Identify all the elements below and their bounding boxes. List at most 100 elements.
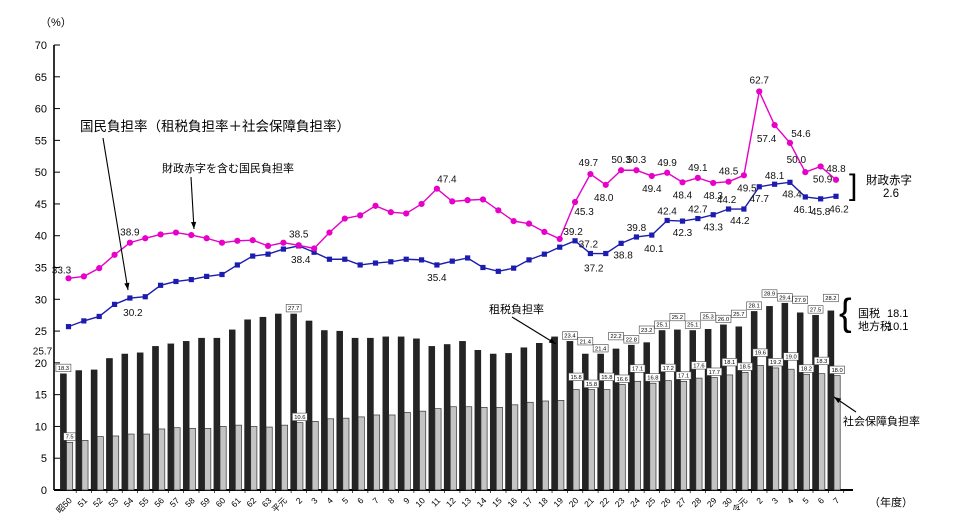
circle-marker	[80, 273, 87, 280]
point-label: 40.1	[644, 244, 664, 255]
square-marker	[357, 262, 363, 268]
value-box-label: 27.5	[810, 307, 821, 313]
value-box-label: 26.0	[718, 317, 729, 323]
social-bar	[649, 382, 657, 491]
social-bar	[403, 412, 411, 491]
tax-bar	[75, 370, 83, 491]
square-marker	[280, 246, 286, 252]
value-box	[715, 314, 732, 324]
y-tick-label: 10	[35, 421, 47, 433]
circle-marker	[280, 239, 287, 246]
y-tick-label: 50	[35, 167, 47, 179]
value-box-label: 18.0	[831, 368, 842, 374]
square-marker	[142, 294, 148, 300]
national-tax-value: 18.1	[887, 308, 908, 320]
value-box	[63, 432, 76, 441]
square-marker	[158, 282, 164, 288]
social-bar	[311, 420, 319, 491]
tax-bar	[704, 329, 712, 491]
square-marker	[188, 276, 194, 283]
x-axis-unit-label: （年度）	[869, 495, 913, 509]
tax-bar	[244, 319, 251, 491]
square-marker	[818, 196, 824, 202]
value-box-label: 15.8	[586, 382, 597, 388]
circle-marker	[556, 235, 563, 242]
y-tick-label: 15	[35, 390, 47, 402]
square-marker	[311, 249, 317, 255]
square-marker	[403, 256, 409, 262]
value-box-label: 25.1	[687, 323, 698, 329]
circle-marker	[694, 174, 701, 181]
social-bar	[188, 427, 196, 491]
x-category-label: 14	[475, 495, 489, 509]
square-marker	[649, 232, 655, 238]
value-box-label: 25.7	[733, 312, 744, 318]
square-marker	[449, 258, 455, 264]
x-category-label: 59	[198, 495, 212, 509]
circle-marker	[295, 242, 302, 249]
x-category-label: 平元	[270, 495, 289, 514]
circle-marker	[65, 275, 72, 282]
social-bar	[388, 414, 396, 491]
deficit-included-annotation-arrow	[190, 176, 197, 230]
x-category-label: 53	[106, 495, 120, 509]
value-box-label: 16.6	[617, 377, 628, 383]
point-label: 48.8	[826, 164, 846, 175]
social-bar	[741, 372, 749, 491]
value-box-label: 19.2	[770, 360, 781, 366]
x-category-label: 60	[214, 495, 228, 509]
social-burden-annotation-label: 社会保障負担率	[843, 414, 920, 428]
value-box	[721, 358, 738, 367]
value-box-label: 19.0	[785, 355, 796, 361]
social-bar	[818, 373, 826, 491]
square-marker	[388, 259, 394, 265]
circle-marker	[387, 209, 394, 216]
value-box	[829, 365, 845, 374]
x-category-label: 4	[785, 495, 796, 506]
square-marker	[265, 251, 271, 257]
value-box	[608, 332, 624, 341]
point-label: 57.4	[757, 134, 777, 145]
y-tick-label: 35	[35, 263, 47, 275]
point-label: 39.8	[627, 223, 647, 234]
tax-bar	[136, 352, 144, 491]
value-box-label: 10.6	[294, 415, 305, 421]
social-bar	[756, 365, 764, 491]
value-box-label: 18.3	[58, 366, 69, 372]
point-label: 38.8	[613, 250, 633, 261]
circle-marker	[771, 122, 778, 129]
x-category-label: 12	[444, 495, 458, 509]
value-box-label: 18.5	[739, 365, 750, 371]
circle-marker	[525, 220, 533, 227]
arrow-head	[548, 338, 556, 344]
x-category-label: 57	[168, 495, 182, 509]
circle-marker	[740, 172, 748, 179]
x-category-label: 13	[459, 495, 473, 509]
value-box	[752, 348, 769, 357]
point-label: 48.0	[594, 193, 614, 204]
circle-marker	[464, 197, 471, 204]
x-category-label: 3	[770, 495, 781, 506]
tax-bar	[336, 330, 343, 491]
social-bar	[465, 406, 473, 491]
square-marker	[465, 255, 471, 261]
tax-bar	[551, 336, 558, 491]
social-bar	[296, 422, 304, 491]
square-marker	[526, 257, 532, 263]
value-box-label: 17.1	[632, 367, 643, 373]
square-marker	[679, 218, 686, 224]
value-box	[761, 289, 778, 298]
circle-marker	[249, 237, 256, 244]
point-label: 49.1	[688, 163, 708, 174]
value-box	[599, 372, 615, 381]
square-marker	[111, 301, 118, 307]
value-box	[691, 361, 707, 370]
value-box-label: 17.2	[663, 366, 674, 372]
value-box-label: 17.6	[693, 363, 704, 369]
x-category-label: 56	[152, 495, 166, 509]
circle-marker	[372, 202, 379, 209]
tax-burden-annotation-label: 租税負担率	[489, 302, 544, 316]
deficit-gap-bracket: ]	[849, 169, 857, 202]
circle-marker	[817, 163, 824, 170]
tax-bar	[612, 348, 620, 491]
